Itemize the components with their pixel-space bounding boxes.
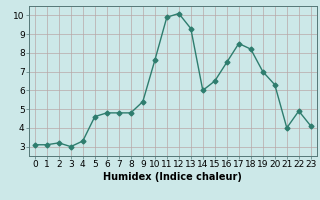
X-axis label: Humidex (Indice chaleur): Humidex (Indice chaleur) bbox=[103, 172, 242, 182]
